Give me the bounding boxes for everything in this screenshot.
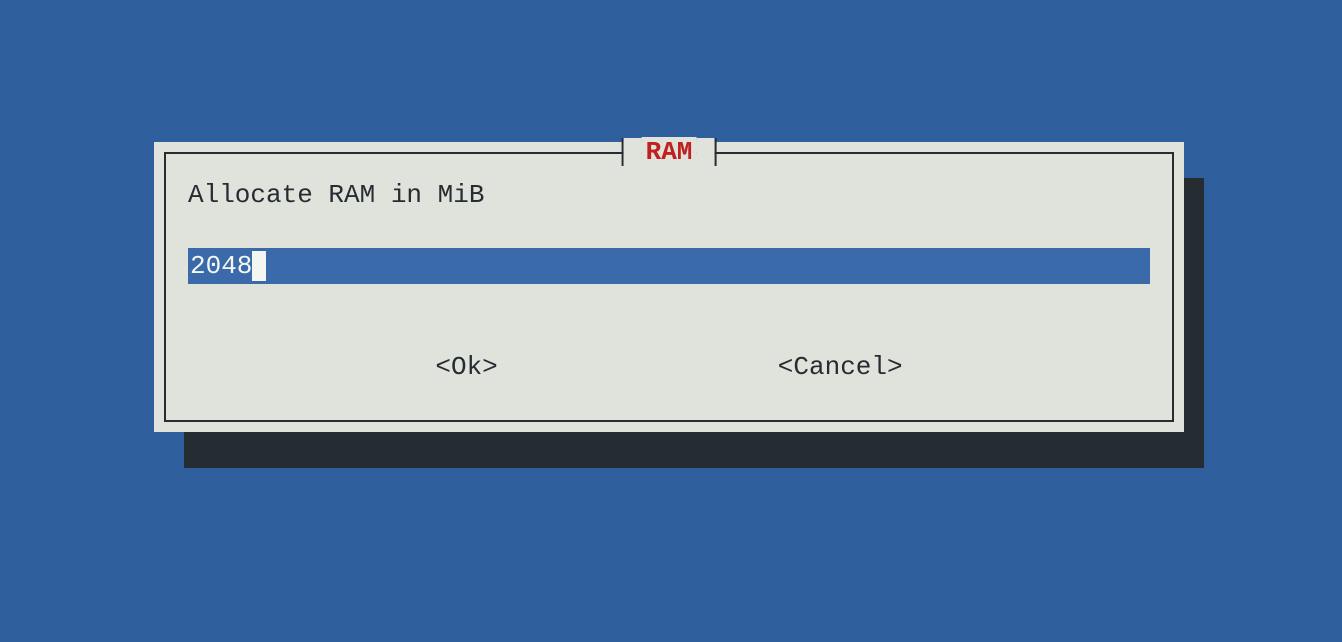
ok-button[interactable]: <Ok>: [435, 352, 497, 382]
ram-input[interactable]: 2048: [188, 248, 1150, 284]
dialog-frame: RAM Allocate RAM in MiB 2048 <Ok> <Cance…: [164, 152, 1174, 422]
prompt-label: Allocate RAM in MiB: [188, 180, 484, 210]
cancel-button[interactable]: <Cancel>: [778, 352, 903, 382]
title-bracket-right: [714, 138, 716, 166]
button-row: <Ok> <Cancel>: [166, 352, 1172, 382]
ram-input-value: 2048: [188, 248, 252, 284]
dialog-title: RAM: [642, 137, 697, 167]
dialog-panel: RAM Allocate RAM in MiB 2048 <Ok> <Cance…: [154, 142, 1184, 432]
title-pad-left: [624, 138, 642, 166]
title-pad-right: [696, 138, 714, 166]
text-cursor: [252, 251, 266, 281]
dialog-title-bar: RAM: [622, 138, 717, 166]
